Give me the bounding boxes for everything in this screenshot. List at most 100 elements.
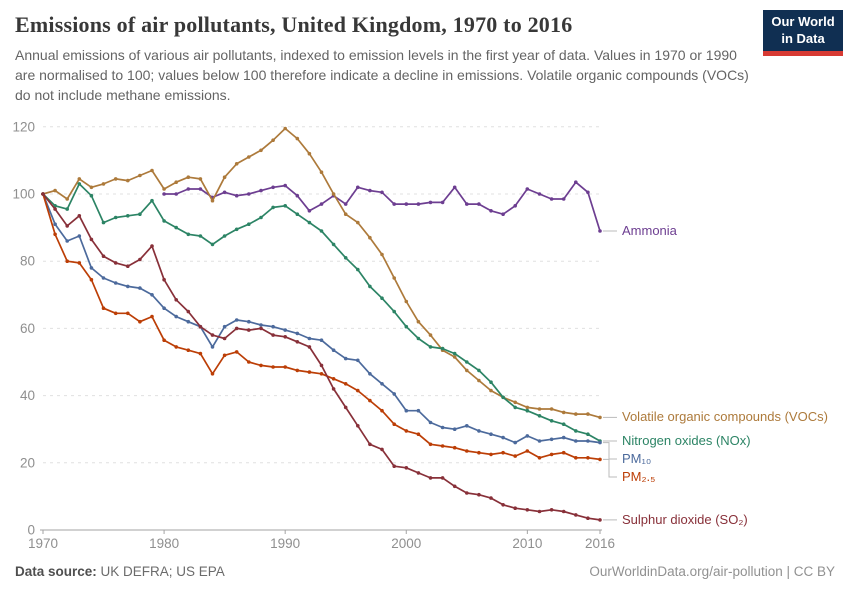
series-point (501, 395, 505, 400)
y-tick-label-80: 80 (20, 254, 35, 269)
series-point (138, 319, 142, 324)
series-point (319, 229, 324, 233)
series-point (113, 261, 118, 265)
series-point (65, 224, 69, 228)
series-point (452, 445, 457, 450)
series-point (101, 182, 106, 186)
series-point (162, 277, 166, 282)
series-point (222, 353, 227, 358)
series-point (452, 484, 457, 489)
series-point (404, 202, 409, 206)
x-tick-label-2000: 2000 (391, 536, 421, 551)
series-point (416, 408, 421, 413)
series-point (368, 188, 372, 193)
series-point (561, 422, 566, 427)
series-label-2[interactable]: Volatile organic compounds (VOCs) (622, 409, 828, 425)
series-point (259, 326, 263, 331)
series-point (380, 296, 384, 301)
series-point (537, 414, 542, 418)
series-point (525, 508, 530, 512)
series-point (77, 261, 82, 265)
series-point (561, 435, 566, 440)
series-point (477, 450, 481, 455)
series-point (537, 439, 542, 443)
series-point (186, 232, 191, 237)
series-point (356, 358, 360, 363)
series-point (392, 392, 397, 396)
series-point (525, 408, 530, 413)
x-tick-label-2010: 2010 (512, 536, 542, 551)
series-point (162, 306, 166, 311)
y-tick-label-40: 40 (20, 388, 35, 403)
series-point (489, 388, 493, 393)
series-point (307, 220, 312, 225)
series-point (428, 345, 433, 349)
series-point (210, 333, 215, 337)
series-point (574, 439, 578, 443)
series-point (138, 286, 142, 290)
series-label-1[interactable]: Ammonia (622, 222, 677, 238)
series-point (392, 422, 397, 427)
series-point (295, 340, 300, 344)
series-point (150, 198, 154, 203)
series-point (126, 284, 130, 289)
y-tick-label-60: 60 (20, 321, 35, 336)
owid-logo-line2: in Data (781, 30, 825, 46)
chart-footer: Data source: UK DEFRA; US EPA OurWorldin… (15, 564, 835, 579)
series-point (307, 336, 312, 341)
series-point (440, 476, 445, 480)
series-point (343, 212, 348, 216)
owid-logo[interactable]: Our World in Data (763, 10, 843, 56)
series-label-6[interactable]: Sulphur dioxide (SO₂) (622, 511, 748, 527)
series-point (501, 435, 505, 440)
series-point (89, 193, 94, 198)
series-point (368, 398, 372, 403)
series-point (537, 407, 542, 411)
attribution-link[interactable]: OurWorldinData.org/air-pollution | CC BY (589, 564, 835, 579)
series-point (537, 456, 542, 460)
series-point (174, 314, 178, 319)
series-point (113, 311, 118, 316)
series-point (477, 202, 481, 206)
series-point (210, 372, 215, 376)
series-point (295, 193, 300, 198)
series-line-5[interactable] (42, 193, 601, 461)
series-line-1[interactable] (163, 181, 601, 232)
series-point (392, 309, 397, 314)
y-tick-label-20: 20 (20, 455, 35, 470)
series-point (307, 370, 312, 374)
series-point (210, 198, 215, 203)
y-tick-label-0: 0 (27, 523, 35, 538)
series-label-3[interactable]: Nitrogen oxides (NOx) (622, 432, 751, 448)
label-connector (603, 442, 617, 460)
series-point (259, 363, 263, 368)
series-point (186, 309, 191, 314)
series-point (101, 254, 106, 258)
series-label-5[interactable]: PM₂.₅ (622, 468, 656, 484)
series-point (271, 185, 275, 190)
series-point (537, 192, 542, 196)
series-point (198, 177, 203, 181)
series-label-4[interactable]: PM₁₀ (622, 450, 652, 466)
series-point (319, 338, 324, 343)
series-point (598, 457, 602, 462)
series-point (210, 345, 215, 349)
series-point (65, 197, 69, 201)
series-point (319, 170, 324, 174)
chart-subtitle: Annual emissions of various air pollutan… (15, 47, 749, 103)
y-tick-label-100: 100 (12, 187, 35, 202)
series-point (489, 452, 493, 457)
series-point (598, 415, 602, 420)
series-line-6[interactable] (42, 193, 601, 521)
series-point (428, 442, 433, 447)
series-point (319, 202, 324, 206)
series-point (331, 242, 336, 247)
series-point (234, 318, 239, 322)
series-point (126, 264, 130, 269)
series-point (295, 331, 300, 336)
series-point (380, 408, 384, 413)
series-point (416, 471, 421, 475)
series-point (525, 187, 530, 191)
series-point (271, 205, 275, 210)
series-point (307, 345, 312, 349)
